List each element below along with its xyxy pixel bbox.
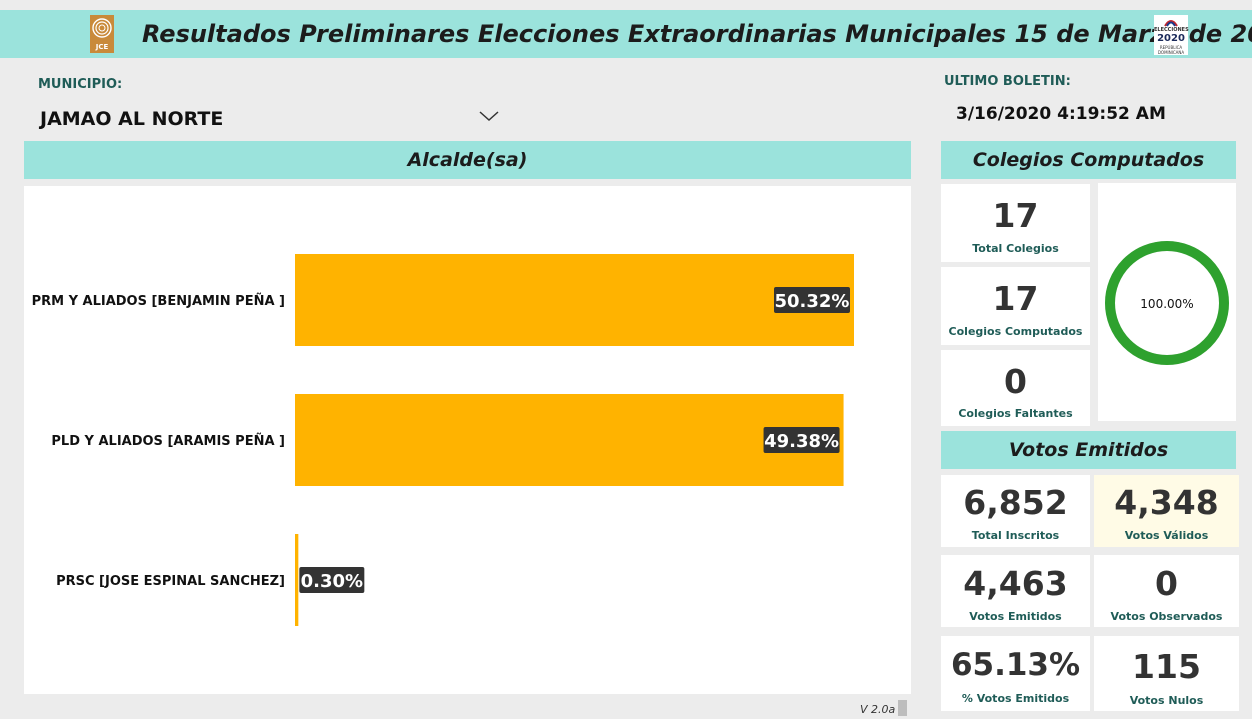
colegios-computados-value: 17 — [992, 279, 1039, 318]
elecciones-2020-logo-icon: ELECCIONES 2020 REPÚBLICA DOMINICANA — [1154, 15, 1189, 55]
colegios-faltantes-card: 0 Colegios Faltantes — [941, 350, 1090, 426]
total-colegios-value: 17 — [992, 196, 1039, 235]
pct-votos-emitidos-caption: % Votos Emitidos — [961, 692, 1070, 705]
data-label-box-1 — [774, 287, 850, 313]
total-colegios-card: 17 Total Colegios — [941, 184, 1090, 262]
votos-nulos-card: 115 Votos Nulos — [1094, 636, 1239, 711]
alcalde-chart: PRM Y ALIADOS [BENJAMIN PEÑA ] 50.32% PLD … — [24, 186, 911, 694]
logo-line1: ELECCIONES — [1154, 27, 1189, 33]
votos-validos-card: 4,348 Votos Válidos — [1094, 475, 1239, 547]
bar-2[interactable] — [295, 394, 844, 486]
colegios-faltantes-value: 0 — [1004, 362, 1027, 401]
donut-progress-arc — [1105, 241, 1229, 365]
total-inscritos-value: 6,852 — [963, 483, 1068, 522]
jce-logo-icon: JCE — [90, 15, 114, 53]
votos-nulos-value: 115 — [1132, 647, 1201, 686]
total-colegios-caption: Total Colegios — [972, 242, 1059, 255]
data-label-box-3 — [299, 567, 365, 593]
colegios-donut-card: 100.00% — [1098, 183, 1236, 421]
pct-votos-emitidos-value: 65.13% — [950, 647, 1081, 683]
category-label-1: PRM Y ALIADOS [BENJAMIN PEÑA ] — [32, 293, 285, 309]
votos-emitidos-card: 4,463 Votos Emitidos — [941, 555, 1090, 627]
municipio-select-value[interactable]: JAMAO AL NORTE — [40, 108, 224, 130]
colegios-donut-chart: 100.00% — [1105, 241, 1229, 365]
logo-line3: REPÚBLICA DOMINICANA — [1157, 45, 1185, 55]
votos-observados-card: 0 Votos Observados — [1094, 555, 1239, 627]
votos-header: Votos Emitidos — [941, 431, 1236, 469]
votos-validos-value: 4,348 — [1114, 483, 1219, 522]
data-label-3: 0.30% — [301, 571, 363, 592]
logo-line2: 2020 — [1157, 33, 1185, 44]
total-inscritos-card: 6,852 Total Inscritos — [941, 475, 1090, 547]
data-label-1: 50.32% — [775, 291, 850, 312]
data-label-2: 49.38% — [764, 431, 839, 452]
donut-label: 100.00% — [1140, 297, 1193, 311]
votos-observados-value: 0 — [1155, 564, 1178, 603]
votos-nulos-caption: Votos Nulos — [1129, 694, 1204, 707]
version-marker — [898, 700, 907, 716]
municipio-label: MUNICIPIO: — [38, 77, 123, 92]
colegios-header: Colegios Computados — [941, 141, 1236, 179]
page-title: Resultados Preliminares Elecciones Extra… — [142, 20, 1252, 48]
chevron-down-icon[interactable] — [478, 108, 500, 124]
category-label-3: PRSC [JOSE ESPINAL SANCHEZ] — [56, 574, 285, 589]
votos-emitidos-caption: Votos Emitidos — [969, 610, 1062, 623]
colegios-faltantes-caption: Colegios Faltantes — [958, 407, 1073, 420]
data-label-box-2 — [763, 427, 840, 453]
votos-validos-caption: Votos Válidos — [1124, 529, 1209, 542]
colegios-computados-caption: Colegios Computados — [948, 325, 1083, 338]
boletin-label: ULTIMO BOLETIN: — [944, 74, 1071, 89]
jce-logo-text: JCE — [95, 43, 109, 51]
alcalde-bar-chart: PRM Y ALIADOS [BENJAMIN PEÑA ] 50.32% PLD … — [32, 254, 854, 626]
votos-observados-caption: Votos Observados — [1110, 610, 1223, 623]
colegios-computados-card: 17 Colegios Computados — [941, 267, 1090, 345]
category-label-2: PLD Y ALIADOS [ARAMIS PEÑA ] — [51, 433, 285, 449]
title-bar: JCE Resultados Preliminares Elecciones E… — [0, 10, 1252, 58]
alcalde-header: Alcalde(sa) — [24, 141, 911, 179]
boletin-timestamp: 3/16/2020 4:19:52 AM — [956, 104, 1166, 124]
total-inscritos-caption: Total Inscritos — [971, 529, 1060, 542]
version-label: V 2.0a — [860, 703, 896, 716]
bar-1[interactable] — [295, 254, 854, 346]
pct-votos-emitidos-card: 65.13% % Votos Emitidos — [941, 636, 1090, 711]
votos-emitidos-value: 4,463 — [963, 564, 1068, 603]
bar-3[interactable] — [295, 534, 299, 626]
